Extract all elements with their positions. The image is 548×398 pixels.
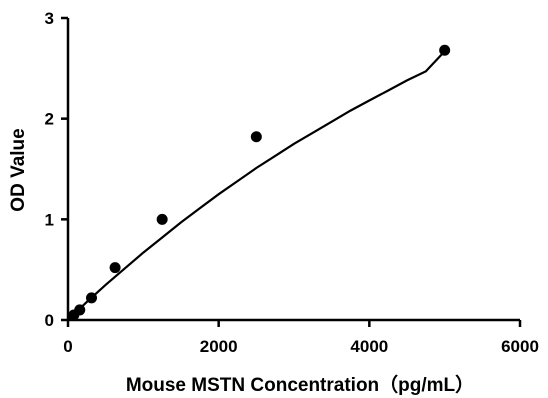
data-point [156,213,168,225]
data-point [439,44,451,56]
fit-curve [67,50,446,321]
data-point [74,304,86,316]
y-axis-title: OD Value [8,128,29,211]
y-tick-label: 3 [45,9,54,28]
x-tick-label: 4000 [350,337,388,356]
y-tick-label: 1 [45,210,54,229]
data-point [86,292,98,304]
axes [61,16,522,327]
x-tick-label: 0 [63,337,72,356]
x-tick-label: 2000 [200,337,238,356]
data-point [109,262,121,274]
x-tick-label: 6000 [501,337,539,356]
y-tick-label: 2 [45,110,54,129]
y-tick-label: 0 [45,311,54,330]
data-point [250,131,262,143]
data-points [68,44,451,321]
x-axis-title: Mouse MSTN Concentration（pg/mL） [126,373,474,396]
tick-labels: 0 1 2 3 0 2000 4000 6000 [45,9,539,356]
fit-curve-group [67,50,446,321]
